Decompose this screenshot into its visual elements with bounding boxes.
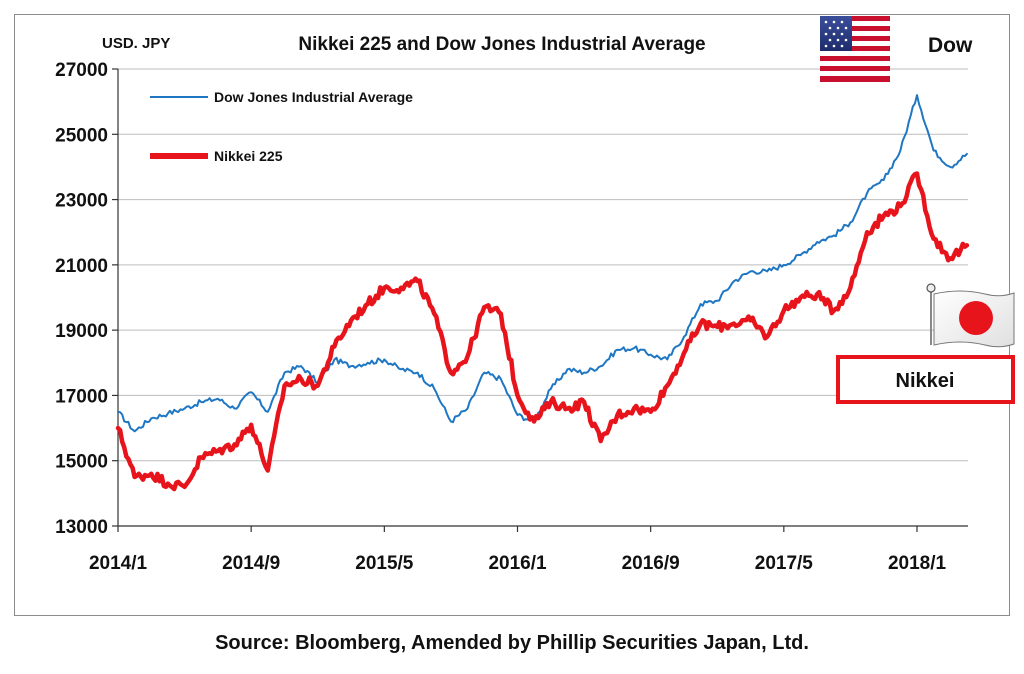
dow-annotation: Dow xyxy=(928,34,973,57)
y-tick-label: 23000 xyxy=(55,191,108,212)
unit-label: USD. JPY xyxy=(102,35,170,52)
x-tick-label: 2018/1 xyxy=(888,553,947,574)
x-tick-label: 2014/1 xyxy=(89,553,148,574)
legend: Dow Jones Industrial Average Nikkei 225 xyxy=(150,89,413,164)
y-axis: 13000 15000 17000 19000 21000 23000 25000 27000 xyxy=(55,60,119,538)
y-tick-label: 17000 xyxy=(55,386,108,407)
y-tick-label: 25000 xyxy=(55,125,108,146)
y-tick-label: 21000 xyxy=(55,256,108,277)
source-note: Source: Bloomberg, Amended by Phillip Se… xyxy=(215,632,809,654)
y-tick-label: 15000 xyxy=(55,452,108,473)
series-line-nikkei xyxy=(115,171,970,492)
gridlines xyxy=(118,68,968,462)
x-tick-label: 2015/5 xyxy=(355,553,414,574)
x-tick-label: 2017/5 xyxy=(755,553,814,574)
y-tick-label: 19000 xyxy=(55,321,108,342)
line-chart: 13000 15000 17000 19000 21000 23000 25000 27000… xyxy=(55,16,1015,574)
us-flag-icon xyxy=(820,16,890,82)
nikkei-annotation: Nikkei xyxy=(896,370,955,392)
legend-label-dow: Dow Jones Industrial Average xyxy=(214,89,413,105)
x-tick-label: 2016/1 xyxy=(488,553,547,574)
chart-title: Nikkei 225 and Dow Jones Industrial Aver… xyxy=(298,34,705,55)
japan-flag-icon xyxy=(926,283,1015,348)
y-tick-label: 27000 xyxy=(55,60,108,81)
y-tick-label: 13000 xyxy=(55,517,108,538)
x-tick-label: 2014/9 xyxy=(222,553,280,574)
legend-label-nikkei: Nikkei 225 xyxy=(214,148,283,164)
series-lines xyxy=(115,94,970,492)
x-axis: 2014/1 2014/9 2015/5 2016/1 2016/9 2017/5 2018… xyxy=(89,525,968,574)
nikkei-annotation-box xyxy=(836,355,1015,404)
x-tick-label: 2016/9 xyxy=(622,553,680,574)
